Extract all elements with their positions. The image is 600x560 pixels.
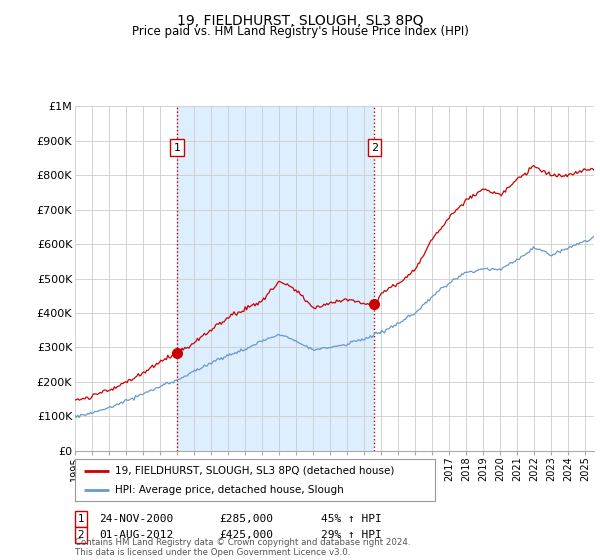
Text: 2: 2 [371, 143, 378, 153]
Text: 29% ↑ HPI: 29% ↑ HPI [321, 530, 382, 540]
Text: 24-NOV-2000: 24-NOV-2000 [99, 514, 173, 524]
Text: 19, FIELDHURST, SLOUGH, SL3 8PQ: 19, FIELDHURST, SLOUGH, SL3 8PQ [177, 14, 423, 28]
Text: 45% ↑ HPI: 45% ↑ HPI [321, 514, 382, 524]
Text: 01-AUG-2012: 01-AUG-2012 [99, 530, 173, 540]
Text: 1: 1 [173, 143, 181, 153]
Bar [177, 106, 374, 451]
Text: £285,000: £285,000 [219, 514, 273, 524]
Text: Price paid vs. HM Land Registry's House Price Index (HPI): Price paid vs. HM Land Registry's House … [131, 25, 469, 38]
Text: 2: 2 [77, 530, 85, 540]
Text: £425,000: £425,000 [219, 530, 273, 540]
Text: 19, FIELDHURST, SLOUGH, SL3 8PQ (detached house): 19, FIELDHURST, SLOUGH, SL3 8PQ (detache… [115, 465, 394, 475]
Text: 1: 1 [77, 514, 85, 524]
Text: HPI: Average price, detached house, Slough: HPI: Average price, detached house, Slou… [115, 485, 343, 495]
Text: Contains HM Land Registry data © Crown copyright and database right 2024.
This d: Contains HM Land Registry data © Crown c… [75, 538, 410, 557]
